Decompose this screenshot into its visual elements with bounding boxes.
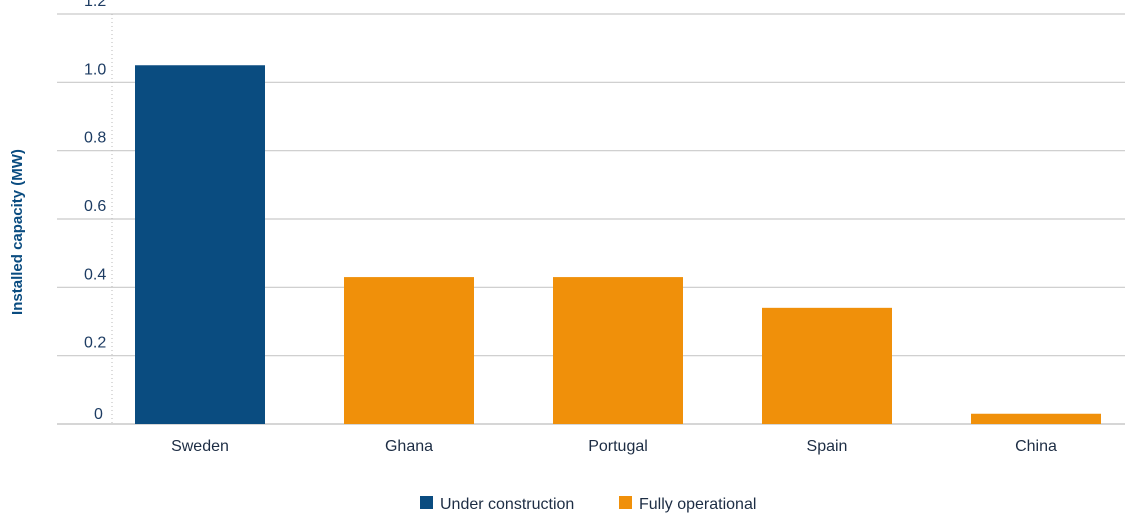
y-tick-label: 0	[94, 406, 103, 423]
bar-sweden	[135, 65, 265, 424]
bar-spain	[762, 307, 892, 424]
x-label-spain: Spain	[807, 438, 848, 455]
y-tick-label: 1.2	[84, 0, 106, 10]
x-label-ghana: Ghana	[385, 438, 433, 455]
legend-label-under-construction: Under construction	[440, 496, 574, 513]
x-label-china: China	[1015, 438, 1057, 455]
bar-ghana	[344, 277, 474, 424]
bar-china	[971, 413, 1101, 424]
legend-label-fully-operational: Fully operational	[639, 496, 756, 513]
legend-swatch-under-construction	[420, 496, 433, 509]
legend-swatch-fully-operational	[619, 496, 632, 509]
x-label-sweden: Sweden	[171, 438, 229, 455]
y-tick-label: 0.6	[84, 198, 106, 215]
y-tick-label: 0.2	[84, 335, 106, 352]
bars	[135, 65, 1101, 424]
x-category-labels: Sweden Ghana Portugal Spain China	[171, 438, 1057, 455]
y-tick-label: 1.0	[84, 61, 106, 78]
y-axis-title: Installed capacity (MW)	[9, 149, 26, 315]
x-label-portugal: Portugal	[588, 438, 648, 455]
legend: Under construction Fully operational	[420, 496, 756, 513]
y-tick-label: 0.4	[84, 266, 106, 283]
y-tick-labels: 0 0.2 0.4 0.6 0.8 1.0 1.2	[84, 0, 106, 423]
bar-portugal	[553, 277, 683, 424]
y-tick-label: 0.8	[84, 130, 106, 147]
